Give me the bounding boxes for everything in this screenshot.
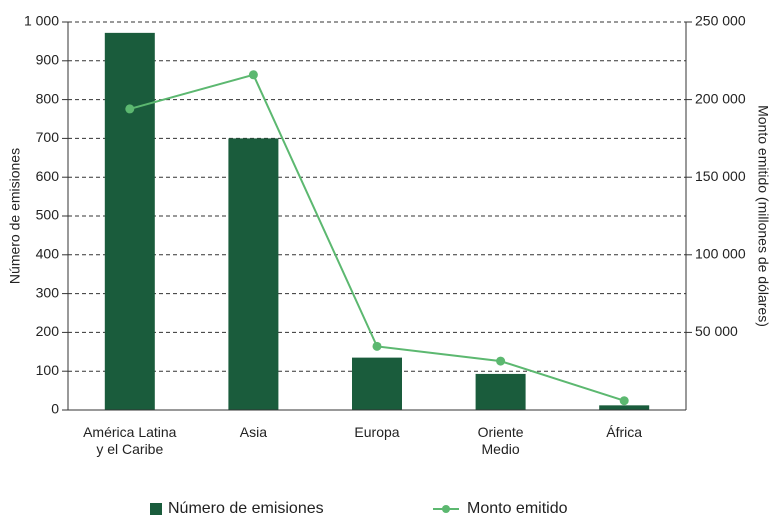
y-tick-label: 0 [51,401,59,417]
line-marker [125,104,135,114]
y-tick-label: 600 [36,168,60,184]
bar [475,373,526,410]
legend-label: Número de emisiones [168,500,324,516]
y-tick-label: 800 [36,90,60,106]
y2-tick-label: 150 000 [695,168,746,184]
y2-axis-title: Monto emitido (millones de dólares) [755,105,771,327]
y-tick-label: 1 000 [24,13,59,29]
line-marker [372,341,382,351]
y2-tick-label: 50 000 [695,323,738,339]
y2-tick-label: 200 000 [695,90,746,106]
x-tick-label: Oriente Medio [477,424,524,457]
x-tick-label: Asia [239,424,267,440]
y-tick-label: 100 [36,362,60,378]
y-tick-label: 700 [36,129,60,145]
y-tick-label: 900 [36,52,60,68]
bar [352,357,402,410]
bar [228,138,279,410]
bar [104,32,155,410]
line [129,73,625,402]
y2-tick-label: 250 000 [695,13,746,29]
x-tick-label: África [606,424,643,440]
legend-swatch [150,503,162,515]
x-tick-label: América Latina y el Caribe [83,424,177,457]
bar [599,405,650,410]
y-tick-label: 300 [36,284,60,300]
y-tick-label: 500 [36,207,60,223]
line-marker [248,70,258,80]
line-marker [496,356,506,366]
y-tick-label: 400 [36,246,60,262]
y-axis-title: Número de emisiones [7,148,23,284]
legend-label: Monto emitido [467,500,568,516]
y-tick-label: 200 [36,323,60,339]
y2-tick-label: 100 000 [695,246,746,262]
line-marker [619,396,629,406]
x-tick-label: Europa [354,424,400,440]
legend-marker [442,505,450,513]
